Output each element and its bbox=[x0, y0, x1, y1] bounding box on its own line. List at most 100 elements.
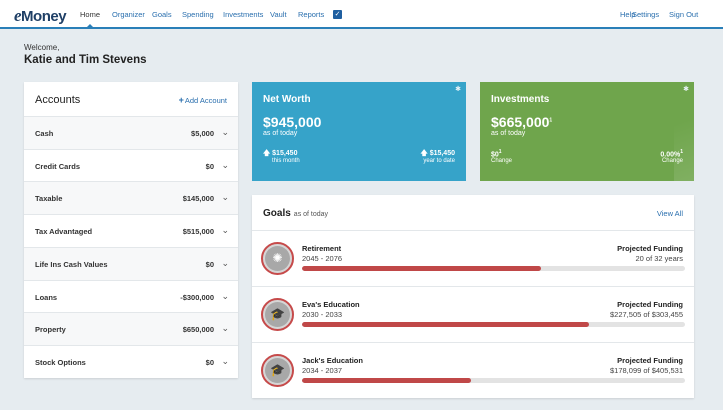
net-worth-asof: as of today bbox=[263, 130, 298, 137]
account-value: $0 bbox=[205, 161, 214, 171]
account-label: Tax Advantaged bbox=[35, 227, 93, 237]
projected-funding-label: Projected Funding bbox=[617, 300, 683, 309]
account-row[interactable]: Life Ins Cash Values $0 ⌄ bbox=[24, 246, 238, 280]
goals-title: Goals as of today bbox=[263, 208, 329, 219]
nav-vault[interactable]: Vault bbox=[270, 10, 287, 19]
account-row[interactable]: Credit Cards $0 ⌄ bbox=[24, 148, 238, 182]
goal-years: 2030 - 2033 bbox=[302, 310, 343, 319]
account-value: $5,000 bbox=[191, 129, 214, 138]
goal-funding-detail: $178,099 of $405,531 bbox=[610, 366, 683, 375]
goal-name: Eva's Education bbox=[302, 300, 360, 309]
top-nav: eMoney Home Organizer Goals Spending Inv… bbox=[0, 0, 723, 29]
net-worth-card[interactable]: Net Worth ✱ $945,000 as of today 🡅 $15,4… bbox=[252, 82, 466, 181]
goal-progress-fill bbox=[302, 266, 542, 271]
account-label: Stock Options bbox=[35, 357, 86, 367]
account-value: $0 bbox=[205, 357, 214, 367]
chevron-down-icon[interactable]: ⌄ bbox=[221, 290, 229, 301]
nav-investments[interactable]: Investments bbox=[223, 10, 264, 19]
investments-value: $665,0001 bbox=[491, 114, 553, 130]
account-label: Property bbox=[35, 325, 66, 335]
account-value: $515,000 bbox=[182, 227, 214, 237]
projected-funding-label: Projected Funding bbox=[617, 244, 683, 253]
nav-reports[interactable]: Reports bbox=[298, 10, 325, 19]
account-value: $0 bbox=[205, 259, 214, 269]
arrow-up-icon: 🡅 bbox=[263, 150, 271, 157]
chevron-down-icon[interactable]: ⌄ bbox=[221, 225, 229, 236]
emoney-logo[interactable]: eMoney bbox=[14, 6, 67, 25]
graduation-cap-icon: 🎓 bbox=[261, 298, 294, 331]
plus-icon: + bbox=[178, 95, 184, 105]
chevron-down-icon[interactable]: ⌄ bbox=[221, 127, 229, 137]
account-value: $145,000 bbox=[182, 194, 214, 204]
account-label: Taxable bbox=[35, 194, 63, 204]
net-worth-value: $945,000 bbox=[263, 114, 322, 130]
add-account-button[interactable]: +Add Account bbox=[178, 95, 227, 105]
chevron-down-icon[interactable]: ⌄ bbox=[221, 355, 229, 366]
nav-sign-out[interactable]: Sign Out bbox=[669, 10, 699, 19]
goals-panel: Goals as of today View All ✺ Retirement 204… bbox=[252, 195, 694, 398]
gear-icon[interactable]: ✱ bbox=[683, 86, 689, 93]
nav-goals[interactable]: Goals bbox=[152, 10, 172, 19]
goal-name: Retirement bbox=[302, 244, 342, 253]
month-change-label: this month bbox=[272, 158, 300, 164]
ytd-change-label: year to date bbox=[423, 158, 455, 164]
goal-progress-fill bbox=[302, 322, 590, 327]
goal-progress-bar bbox=[302, 322, 685, 327]
nav-settings[interactable]: Settings bbox=[632, 10, 660, 19]
account-value: -$300,000 bbox=[180, 292, 214, 302]
investments-change-pct: 0.00%1 bbox=[660, 149, 683, 159]
account-label: Life Ins Cash Values bbox=[35, 259, 108, 269]
goal-funding-detail: $227,505 of $303,455 bbox=[610, 310, 683, 319]
goal-years: 2045 - 2076 bbox=[302, 254, 343, 263]
ytd-change: 🡅 $15,450 bbox=[420, 150, 455, 157]
investments-change-value: $01 bbox=[491, 149, 502, 159]
sun-icon: ✺ bbox=[261, 242, 294, 275]
active-caret bbox=[86, 24, 94, 28]
account-row[interactable]: Tax Advantaged $515,000 ⌄ bbox=[24, 214, 238, 247]
graduation-cap-icon: 🎓 bbox=[261, 354, 294, 387]
nav-organizer[interactable]: Organizer bbox=[112, 10, 145, 19]
goal-progress-fill bbox=[302, 378, 471, 383]
account-row[interactable]: Cash $5,000 ⌄ bbox=[24, 116, 238, 149]
view-all-link[interactable]: View All bbox=[656, 209, 683, 218]
goal-progress-bar bbox=[302, 378, 685, 383]
chevron-down-icon[interactable]: ⌄ bbox=[221, 257, 229, 268]
investments-title: Investments bbox=[491, 94, 550, 105]
client-name: Katie and Tim Stevens bbox=[24, 54, 147, 66]
goal-name: Jack's Education bbox=[302, 356, 363, 365]
chevron-down-icon[interactable]: ⌄ bbox=[221, 192, 229, 203]
account-label: Credit Cards bbox=[35, 161, 81, 171]
account-row[interactable]: Property $650,000 ⌄ bbox=[24, 312, 238, 346]
chevron-down-icon[interactable]: ⌄ bbox=[221, 323, 229, 334]
goal-row[interactable]: 🎓 Jack's Education 2034 - 2037 Projected Fu… bbox=[252, 342, 694, 398]
goal-row[interactable]: 🎓 Eva's Education 2030 - 2033 Projected Fun… bbox=[252, 286, 694, 342]
investments-change-label: Change bbox=[491, 158, 513, 164]
accounts-panel: Accounts +Add Account Cash $5,000 ⌄ Credit … bbox=[24, 82, 238, 378]
arrow-up-icon: 🡅 bbox=[420, 150, 428, 157]
nav-help[interactable]: Help bbox=[620, 10, 636, 19]
welcome-greeting: Welcome, bbox=[24, 43, 60, 52]
accounts-title: Accounts bbox=[35, 94, 81, 106]
investments-change-pct-label: Change bbox=[661, 158, 683, 164]
month-change: 🡅 $15,450 bbox=[263, 150, 298, 157]
checklist-icon[interactable]: ✓ bbox=[333, 10, 342, 19]
chevron-down-icon[interactable]: ⌄ bbox=[221, 159, 229, 170]
goal-years: 2034 - 2037 bbox=[302, 366, 343, 375]
nav-home[interactable]: Home bbox=[80, 10, 101, 19]
account-row[interactable]: Taxable $145,000 ⌄ bbox=[24, 181, 238, 215]
account-label: Cash bbox=[35, 129, 54, 138]
investments-chart-band bbox=[674, 82, 694, 181]
goal-funding-detail: 20 of 32 years bbox=[635, 254, 683, 263]
goal-row[interactable]: ✺ Retirement 2045 - 2076 Projected Funding 2… bbox=[252, 230, 694, 286]
account-label: Loans bbox=[35, 292, 58, 302]
investments-asof: as of today bbox=[491, 130, 526, 137]
investments-card[interactable]: Investments ✱ $665,0001 as of today $01 … bbox=[480, 82, 694, 181]
nav-spending[interactable]: Spending bbox=[182, 10, 214, 19]
account-row[interactable]: Stock Options $0 ⌄ bbox=[24, 344, 238, 378]
projected-funding-label: Projected Funding bbox=[617, 356, 683, 365]
goal-progress-bar bbox=[302, 266, 685, 271]
account-row[interactable]: Loans -$300,000 ⌄ bbox=[24, 279, 238, 313]
account-value: $650,000 bbox=[182, 325, 214, 335]
net-worth-title: Net Worth bbox=[263, 94, 311, 105]
gear-icon[interactable]: ✱ bbox=[455, 86, 461, 93]
